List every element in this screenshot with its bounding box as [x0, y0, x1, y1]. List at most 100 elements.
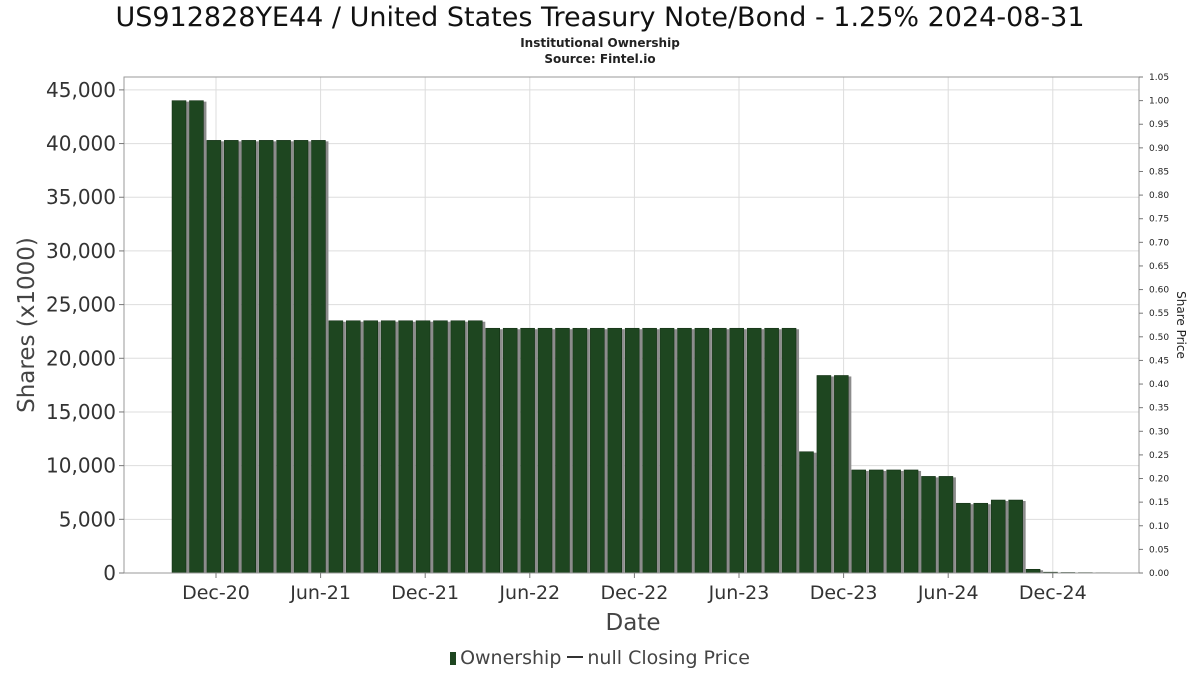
- ownership-bar: [973, 502, 989, 574]
- ownership-bar: [572, 327, 588, 574]
- ownership-bar: [363, 320, 378, 574]
- ownership-bar: [189, 100, 204, 574]
- ownership-bar: [590, 327, 605, 574]
- bars: [171, 100, 1111, 574]
- ownership-bar: [746, 327, 762, 574]
- ownership-bar: [450, 320, 466, 574]
- ownership-bar: [903, 469, 919, 574]
- ownership-bar: [799, 451, 814, 574]
- y-tick-label: 35,000: [46, 185, 116, 209]
- y-tick-label: 5,000: [59, 507, 116, 531]
- ownership-bar: [555, 327, 570, 574]
- y2-tick-label: 0.25: [1149, 451, 1169, 461]
- x-tick-label: Jun-21: [289, 582, 351, 604]
- y2-tick-label: 0.90: [1149, 144, 1169, 154]
- y2-tick-label: 0.10: [1149, 522, 1169, 532]
- ownership-bar: [781, 327, 797, 574]
- y2-tick-label: 0.70: [1149, 238, 1169, 248]
- y2-tick-label: 0.40: [1149, 380, 1169, 390]
- price-swatch: [567, 656, 584, 658]
- x-tick-label: Jun-23: [708, 582, 770, 604]
- chart-subtitle: Institutional Ownership: [520, 36, 680, 50]
- legend-price: null Closing Price: [587, 647, 750, 669]
- ownership-bar: [224, 140, 239, 574]
- ownership-bar: [886, 469, 901, 574]
- ownership-bar: [642, 327, 657, 574]
- ownership-bar: [328, 320, 344, 574]
- ownership-bar: [659, 327, 675, 574]
- x-axis-ticks: Dec-20 Jun-21 Dec-21 Jun-22 Dec-22 Jun-23 Dec-…: [182, 573, 1087, 604]
- y-tick-label: 15,000: [46, 400, 116, 424]
- x-tick-label: Dec-21: [391, 582, 459, 604]
- ownership-bar: [206, 140, 222, 574]
- y2-tick-label: 1.00: [1149, 97, 1169, 107]
- y-tick-label: 45,000: [46, 78, 116, 102]
- y-tick-label: 10,000: [46, 454, 116, 478]
- ownership-bar: [607, 327, 622, 574]
- y2-tick-label: 0.60: [1149, 286, 1169, 296]
- ownership-bar: [1025, 568, 1041, 574]
- ownership-bar: [624, 327, 640, 574]
- y2-tick-label: 0.65: [1149, 262, 1169, 272]
- chart-title: US912828YE44 / United States Treasury No…: [115, 2, 1085, 33]
- ownership-bar: [677, 327, 692, 574]
- y2-tick-label: 0.45: [1149, 356, 1169, 366]
- x-tick-label: Dec-20: [182, 582, 250, 604]
- ownership-bar: [938, 476, 954, 574]
- ownership-bar: [293, 140, 309, 574]
- ownership-bar: [485, 327, 500, 574]
- x-tick-label: Dec-23: [810, 582, 878, 604]
- y2-tick-label: 0.75: [1149, 215, 1169, 225]
- y2-tick-label: 0.05: [1149, 545, 1169, 555]
- y-tick-label: 30,000: [46, 239, 116, 263]
- y2-axis-label: Share Price: [1174, 291, 1188, 359]
- chart-source: Source: Fintel.io: [544, 52, 656, 66]
- ownership-bar: [694, 327, 710, 574]
- ownership-bar: [520, 327, 535, 574]
- y-tick-label: 0: [103, 561, 116, 585]
- y2-tick-label: 0.95: [1149, 120, 1169, 130]
- legend-ownership: Ownership: [460, 647, 562, 669]
- x-tick-label: Jun-24: [917, 582, 979, 604]
- ownership-bar: [311, 140, 326, 574]
- ownership-bar: [868, 469, 884, 574]
- ownership-bar: [346, 320, 361, 574]
- ownership-bar: [468, 320, 483, 574]
- y2-tick-label: 0.50: [1149, 333, 1169, 343]
- x-tick-label: Dec-22: [600, 582, 668, 604]
- ownership-bar: [1008, 499, 1023, 574]
- ownership-bar: [956, 502, 971, 574]
- y2-axis-ticks: 0.00 0.05 0.10 0.15 0.20 0.25 0.30 0.35 0.40 0.45…: [1139, 73, 1169, 579]
- ownership-bar: [415, 320, 431, 574]
- ownership-bar: [433, 320, 448, 574]
- y-tick-label: 25,000: [46, 293, 116, 317]
- ownership-swatch: [450, 652, 457, 665]
- ownership-bar: [380, 320, 396, 574]
- ownership-bar: [537, 327, 553, 574]
- y2-tick-label: 0.55: [1149, 309, 1169, 319]
- ownership-bar: [712, 327, 727, 574]
- ownership-bar: [921, 476, 936, 574]
- x-tick-label: Jun-22: [498, 582, 560, 604]
- y-tick-label: 20,000: [46, 346, 116, 370]
- ownership-bar: [729, 327, 745, 574]
- ownership-bar: [258, 140, 274, 574]
- ownership-bar: [851, 469, 867, 574]
- ownership-bar: [398, 320, 413, 574]
- ownership-bar: [990, 499, 1006, 574]
- y2-tick-label: 0.30: [1149, 427, 1169, 437]
- legend: Ownership null Closing Price: [0, 647, 1200, 669]
- plot-frame: [123, 76, 1140, 574]
- ownership-bar: [816, 375, 832, 574]
- y2-tick-label: 0.00: [1149, 569, 1169, 579]
- y2-tick-label: 0.15: [1149, 498, 1169, 508]
- y2-tick-label: 0.85: [1149, 167, 1169, 177]
- y-axis-label: Shares (x1000): [14, 237, 40, 413]
- ownership-bar: [276, 140, 291, 574]
- y2-tick-label: 0.35: [1149, 404, 1169, 414]
- y2-tick-label: 0.80: [1149, 191, 1169, 201]
- ownership-bar: [834, 375, 849, 574]
- x-axis-label: Date: [606, 610, 661, 636]
- ownership-bar: [502, 327, 518, 574]
